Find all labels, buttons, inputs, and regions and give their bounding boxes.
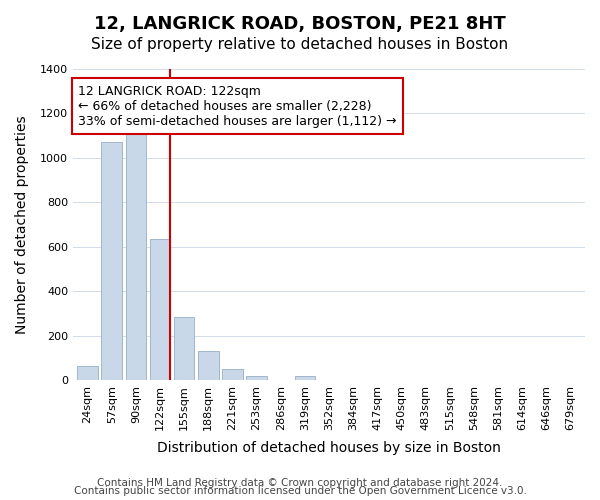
Bar <box>101 142 122 380</box>
Bar <box>174 316 194 380</box>
Bar <box>295 376 315 380</box>
Text: Size of property relative to detached houses in Boston: Size of property relative to detached ho… <box>91 38 509 52</box>
Bar <box>247 376 267 380</box>
Bar <box>125 122 146 380</box>
Bar <box>77 366 98 380</box>
Bar <box>150 239 170 380</box>
Text: Contains public sector information licensed under the Open Government Licence v3: Contains public sector information licen… <box>74 486 526 496</box>
Bar <box>222 370 243 380</box>
Y-axis label: Number of detached properties: Number of detached properties <box>15 115 29 334</box>
Text: 12, LANGRICK ROAD, BOSTON, PE21 8HT: 12, LANGRICK ROAD, BOSTON, PE21 8HT <box>94 15 506 33</box>
Text: Contains HM Land Registry data © Crown copyright and database right 2024.: Contains HM Land Registry data © Crown c… <box>97 478 503 488</box>
X-axis label: Distribution of detached houses by size in Boston: Distribution of detached houses by size … <box>157 441 501 455</box>
Text: 12 LANGRICK ROAD: 122sqm
← 66% of detached houses are smaller (2,228)
33% of sem: 12 LANGRICK ROAD: 122sqm ← 66% of detach… <box>78 84 397 128</box>
Bar <box>198 351 218 380</box>
